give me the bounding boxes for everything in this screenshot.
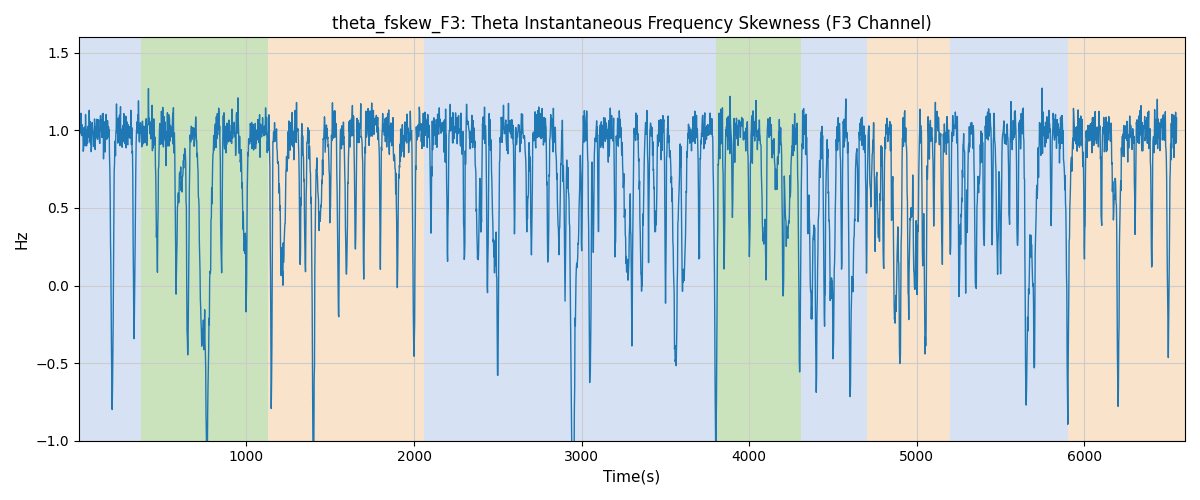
Bar <box>698 38 715 440</box>
Bar <box>269 38 424 440</box>
Bar <box>140 38 269 440</box>
Bar <box>424 38 698 440</box>
Title: theta_fskew_F3: Theta Instantaneous Frequency Skewness (F3 Channel): theta_fskew_F3: Theta Instantaneous Freq… <box>332 15 932 34</box>
Bar <box>79 38 140 440</box>
Bar <box>1068 38 1186 440</box>
Bar <box>866 38 950 440</box>
X-axis label: Time(s): Time(s) <box>604 470 660 485</box>
Bar <box>715 38 802 440</box>
Bar <box>950 38 1068 440</box>
Bar <box>802 38 866 440</box>
Y-axis label: Hz: Hz <box>14 230 30 249</box>
